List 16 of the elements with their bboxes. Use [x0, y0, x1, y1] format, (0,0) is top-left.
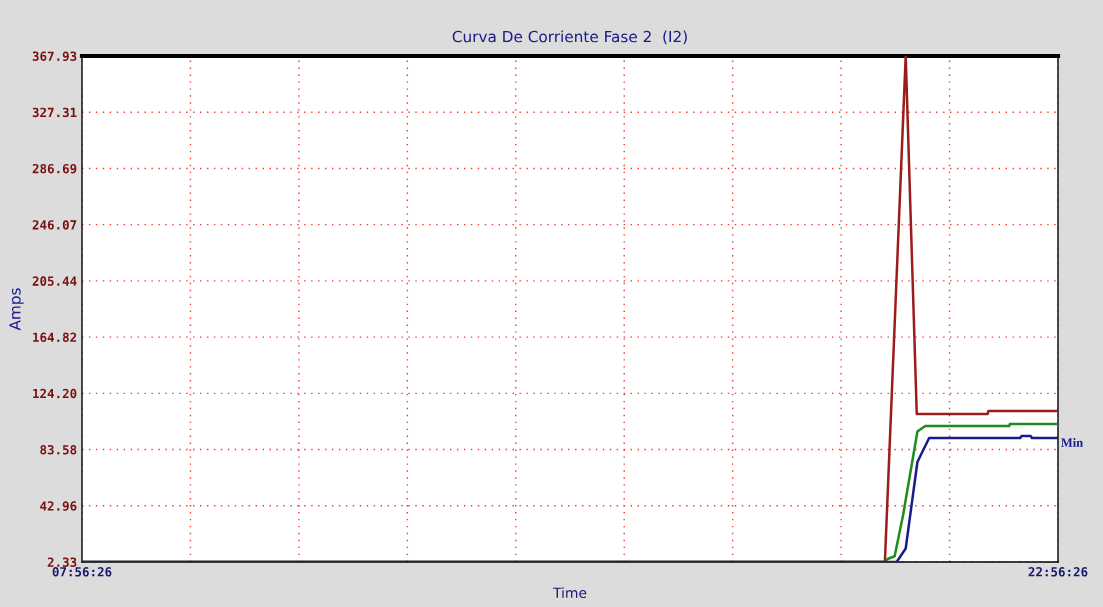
y-tick-label: 2.33 [47, 557, 77, 567]
x-axis-title: Time [552, 587, 587, 599]
y-tick-label: 327.31 [32, 107, 77, 118]
y-tick-label: 83.58 [40, 445, 77, 455]
x-tick-label: 22:56:26 [1028, 567, 1088, 577]
chart-title: Curva De Corriente Fase 2 (I2) [452, 30, 687, 45]
y-tick-label: 205.44 [32, 276, 77, 286]
y-tick-label: 246.07 [32, 220, 77, 230]
y-tick-label: 124.20 [33, 388, 77, 399]
series-label: Min [1061, 438, 1083, 447]
x-tick-label: 07:56:26 [52, 567, 112, 577]
y-tick-label: 42.96 [40, 501, 77, 511]
y-tick-label: 367.93 [32, 51, 77, 61]
y-axis-title: Amps [9, 288, 24, 331]
y-tick-label: 164.82 [33, 332, 77, 343]
y-tick-label: 286.69 [32, 163, 77, 174]
